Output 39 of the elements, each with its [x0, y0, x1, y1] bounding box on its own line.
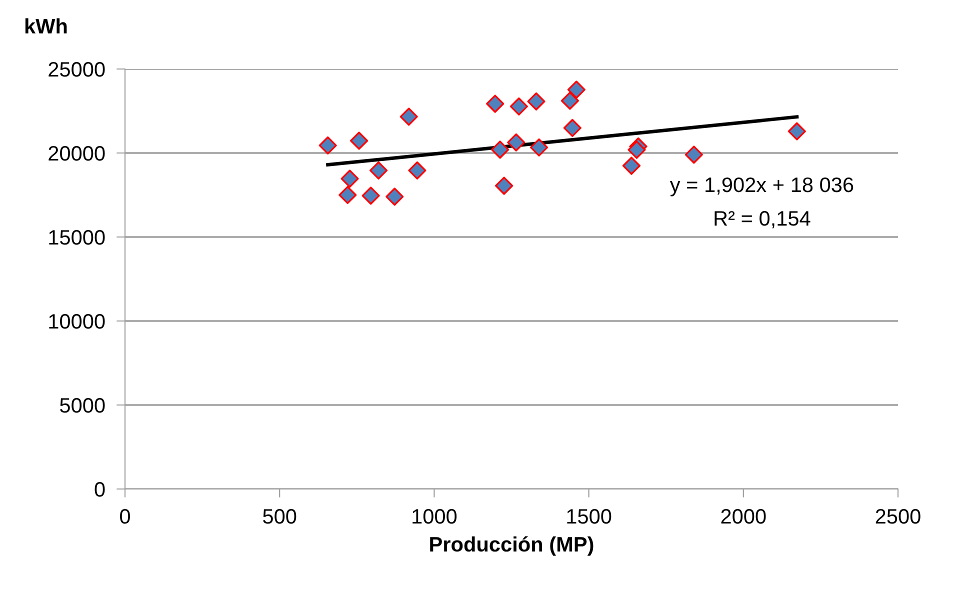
point [563, 118, 582, 138]
point [486, 94, 504, 113]
point [788, 122, 806, 140]
point [400, 108, 418, 126]
x-tick-label: 0 [120, 508, 130, 524]
point [530, 138, 548, 157]
point [318, 136, 337, 154]
point [560, 92, 579, 110]
y-tick-label: 10000 [49, 314, 105, 329]
point [491, 140, 510, 159]
y-tick-label: 0 [94, 482, 105, 497]
x-tick-label: 1000 [412, 508, 457, 524]
point [340, 170, 359, 188]
point [510, 97, 528, 116]
x-tick-label: 2500 [876, 508, 920, 524]
annotation: R² = 0,154 [714, 211, 810, 228]
point [684, 146, 703, 164]
point [495, 176, 514, 195]
y-axis-title: kWh [25, 18, 67, 34]
x-tick-label: 1500 [567, 508, 612, 524]
x-tick-label: 500 [263, 508, 296, 524]
y-tick-label: 20000 [48, 146, 105, 161]
point [350, 132, 368, 150]
x-axis-title: Producción (MP) [430, 536, 594, 556]
point [408, 161, 426, 180]
point [386, 188, 404, 206]
y-tick-label: 5000 [60, 398, 105, 413]
point [362, 186, 380, 205]
point [567, 80, 586, 99]
y-tick-label: 25000 [48, 62, 105, 77]
point [338, 186, 357, 204]
point [622, 156, 641, 175]
point [369, 161, 388, 180]
point [628, 140, 646, 159]
point [507, 133, 526, 152]
point [527, 92, 546, 110]
annotation: y = 1,902x + 18 036 [670, 177, 854, 196]
x-tick-label: 2000 [721, 508, 766, 524]
y-tick-label: 15000 [49, 230, 105, 245]
